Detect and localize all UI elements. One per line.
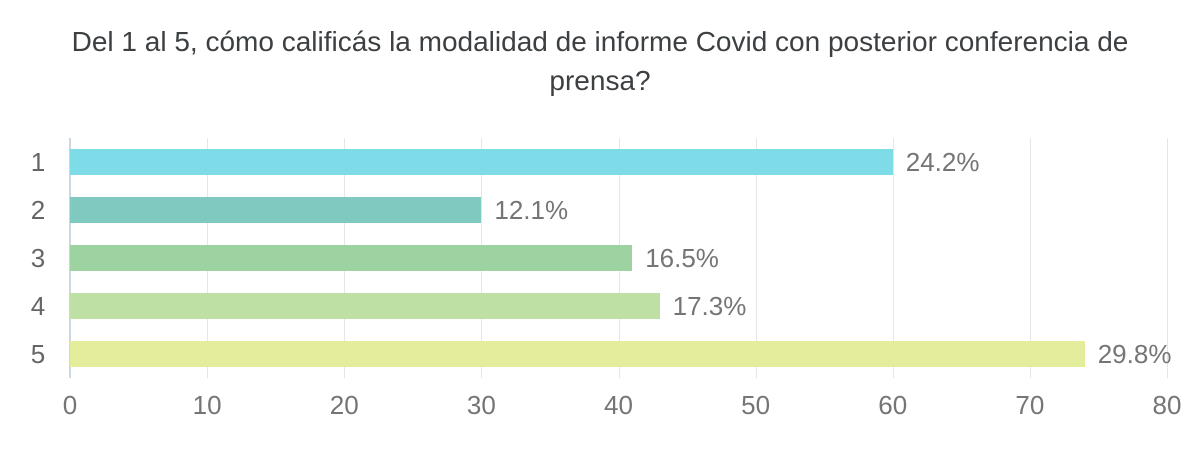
- x-tick-label-30: 30: [466, 390, 496, 420]
- x-tick-label-50: 50: [741, 390, 771, 420]
- category-label-4: 4: [30, 291, 46, 321]
- gridline-x-70: [1029, 138, 1031, 378]
- x-axis-tick-labels: 0 10 20 30 40 50 60 70 80: [63, 390, 1182, 422]
- bar-row-2: 12.1%: [70, 186, 1167, 234]
- value-label-1: 24.2%: [905, 147, 980, 177]
- value-label-2: 12.1%: [494, 195, 569, 225]
- category-label-3: 3: [30, 243, 46, 273]
- x-tick-label-70: 70: [1015, 390, 1045, 420]
- bar-row-1: 24.2%: [70, 138, 1167, 186]
- category-label-2: 2: [30, 195, 46, 225]
- category-label-1: 1: [30, 147, 46, 177]
- chart-title: Del 1 al 5, cómo calificás la modalidad …: [71, 26, 1129, 96]
- plot-area: 24.2% 12.1% 16.5% 17.3% 29.8%: [69, 138, 1171, 378]
- bar-4: [70, 293, 660, 319]
- bar-row-5: 29.8%: [70, 330, 1171, 378]
- bar-1: [70, 149, 893, 175]
- value-label-3: 16.5%: [645, 243, 719, 273]
- gridline-x-80: [1167, 138, 1168, 378]
- x-tick-label-40: 40: [604, 390, 633, 420]
- gridline-x-60: [892, 138, 894, 378]
- value-label-5: 29.8%: [1097, 339, 1172, 369]
- x-tick-label-10: 10: [192, 390, 222, 420]
- bar-2: [70, 197, 482, 223]
- bar-3: [70, 245, 633, 271]
- category-label-5: 5: [30, 339, 46, 369]
- value-label-4: 17.3%: [672, 291, 747, 321]
- x-tick-label-80: 80: [1152, 390, 1182, 420]
- y-axis-category-labels: 1 2 3 4 5: [0, 138, 62, 378]
- x-tick-label-20: 20: [329, 390, 359, 420]
- bar-5: [70, 341, 1085, 367]
- gridline-x-50: [755, 138, 757, 378]
- bar-row-4: 17.3%: [70, 282, 1167, 330]
- x-tick-label-0: 0: [62, 390, 78, 420]
- x-tick-label-60: 60: [878, 390, 908, 420]
- bar-row-3: 16.5%: [70, 234, 1167, 282]
